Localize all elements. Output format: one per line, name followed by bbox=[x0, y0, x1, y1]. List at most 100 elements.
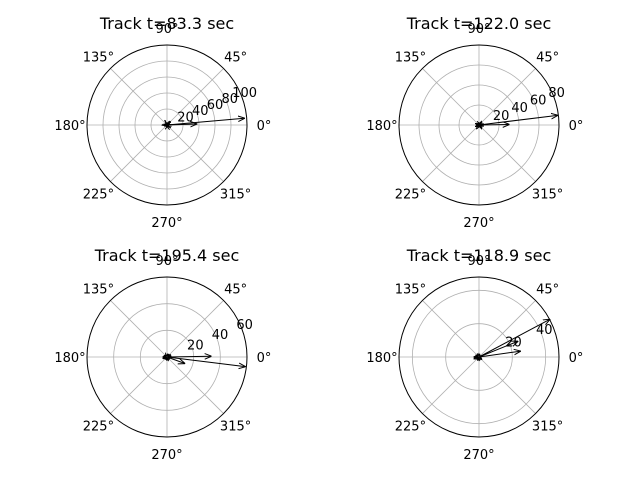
polar-panel-1: 0°45°90°135°180°225°270°315°20406080100 … bbox=[54, 14, 271, 231]
angle-tick-label: 45° bbox=[224, 50, 247, 65]
angle-tick-label: 0° bbox=[257, 119, 272, 134]
chart-title: Track t=83.3 sec bbox=[99, 14, 234, 33]
angle-tick-label: 135° bbox=[83, 282, 114, 297]
angle-tick-label: 270° bbox=[151, 448, 182, 463]
ring-gridline bbox=[150, 108, 184, 142]
label-layer: 0° 45° 90° 135° 180° 225° 270° 315° 20 40 60 bbox=[54, 254, 271, 463]
angle-tick-label: 180° bbox=[366, 119, 397, 134]
spoke-gridline bbox=[478, 356, 536, 414]
radius-tick-label: 40 bbox=[212, 328, 229, 343]
vector-arrow bbox=[166, 356, 211, 357]
vector-layer bbox=[474, 319, 550, 360]
angle-tick-label: 135° bbox=[395, 50, 426, 65]
angle-tick-label: 315° bbox=[220, 420, 251, 435]
polar-frame bbox=[398, 44, 560, 206]
angle-tick-label: 225° bbox=[83, 188, 114, 203]
angle-tick-label: 180° bbox=[54, 119, 85, 134]
angle-tick-label: 135° bbox=[83, 50, 114, 65]
angle-tick-label: 225° bbox=[83, 420, 114, 435]
angle-tick-label: 90° bbox=[467, 22, 490, 37]
vector-layer bbox=[165, 118, 245, 126]
angle-tick-label: 270° bbox=[463, 448, 494, 463]
angle-tick-label: 0° bbox=[569, 351, 584, 366]
angle-tick-label: 270° bbox=[463, 216, 494, 231]
spoke-gridline bbox=[110, 68, 168, 126]
spoke-gridline bbox=[166, 356, 224, 414]
vector-arrow bbox=[478, 124, 509, 125]
grid-layer bbox=[87, 277, 247, 437]
spoke-gridline bbox=[166, 68, 224, 126]
radius-tick-label: 20 bbox=[505, 336, 522, 351]
radius-tick-label: 80 bbox=[548, 86, 565, 101]
radius-tick-label: 20 bbox=[177, 110, 194, 125]
spoke-gridline bbox=[422, 356, 480, 414]
polar-panel-3: 0° 45° 90° 135° 180° 225° 270° 315° 20 40 60 Track… bbox=[54, 246, 271, 463]
ring-gridline bbox=[445, 323, 513, 391]
angle-tick-label: 45° bbox=[224, 282, 247, 297]
vector-layer bbox=[476, 115, 557, 126]
grid-layer bbox=[87, 45, 247, 205]
ring-gridline bbox=[438, 84, 520, 166]
vector-arrow bbox=[166, 357, 167, 360]
spoke-gridline bbox=[110, 124, 168, 182]
spoke-gridline bbox=[422, 300, 480, 358]
spoke-gridline bbox=[110, 300, 168, 358]
ring-gridline bbox=[411, 289, 547, 425]
angle-tick-label: 135° bbox=[395, 282, 426, 297]
angle-tick-label: 315° bbox=[532, 420, 563, 435]
label-layer: 0° 45° 90° 135° 180° 225° 270° 315° 20 40 bbox=[366, 254, 583, 463]
ring-gridline bbox=[118, 76, 216, 174]
vector-arrow bbox=[166, 118, 244, 126]
vector-arrow bbox=[166, 356, 245, 367]
angle-tick-label: 45° bbox=[536, 50, 559, 65]
vector-arrow bbox=[478, 351, 520, 358]
angle-tick-label: 180° bbox=[366, 351, 397, 366]
polar-frame bbox=[86, 44, 248, 206]
grid-layer bbox=[399, 45, 559, 205]
chart-title: Track t=118.9 sec bbox=[406, 246, 552, 265]
radius-tick-label: 20 bbox=[187, 338, 204, 353]
ring-gridline bbox=[134, 92, 200, 158]
polar-panel-4: 0° 45° 90° 135° 180° 225° 270° 315° 20 40 Track t… bbox=[366, 246, 583, 463]
angle-tick-label: 315° bbox=[220, 188, 251, 203]
radius-tick-label: 60 bbox=[236, 318, 253, 333]
ring-gridline bbox=[113, 303, 221, 411]
angle-tick-label: 315° bbox=[532, 188, 563, 203]
radius-tick-label: 40 bbox=[511, 101, 528, 116]
vector-arrow bbox=[478, 115, 557, 126]
spoke-gridline bbox=[166, 124, 224, 182]
radius-tick-label: 20 bbox=[493, 109, 510, 124]
radius-tick-label: 60 bbox=[207, 98, 224, 113]
vector-arrow bbox=[478, 341, 518, 358]
angle-tick-label: 225° bbox=[395, 420, 426, 435]
polar-frame bbox=[398, 276, 560, 438]
angle-tick-label: 90° bbox=[155, 22, 178, 37]
spoke-gridline bbox=[166, 300, 224, 358]
angle-tick-label: 225° bbox=[395, 188, 426, 203]
vector-arrow bbox=[166, 124, 167, 125]
radius-tick-label: 100 bbox=[232, 86, 257, 101]
radius-tick-label: 40 bbox=[192, 104, 209, 119]
vector-arrow bbox=[479, 357, 482, 359]
angle-tick-label: 45° bbox=[536, 282, 559, 297]
vector-layer bbox=[163, 355, 245, 367]
spoke-gridline bbox=[110, 356, 168, 414]
angle-tick-label: 0° bbox=[257, 351, 272, 366]
ring-gridline bbox=[418, 64, 540, 186]
radius-tick-label: 40 bbox=[536, 323, 553, 338]
vector-arrow bbox=[478, 319, 550, 358]
polar-frame bbox=[86, 276, 248, 438]
angle-tick-label: 0° bbox=[569, 119, 584, 134]
angle-tick-label: 90° bbox=[467, 254, 490, 269]
ring-gridline bbox=[102, 60, 232, 190]
angle-tick-label: 90° bbox=[155, 254, 178, 269]
angle-tick-label: 180° bbox=[54, 351, 85, 366]
radius-tick-label: 60 bbox=[530, 94, 547, 109]
chart-title: Track t=122.0 sec bbox=[406, 14, 552, 33]
angle-tick-label: 270° bbox=[151, 216, 182, 231]
chart-title: Track t=195.4 sec bbox=[94, 246, 240, 265]
